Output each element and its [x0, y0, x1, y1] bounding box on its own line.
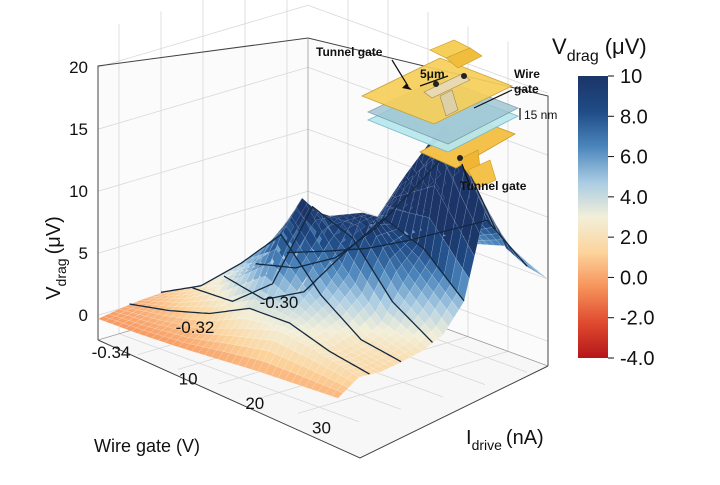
colorbar-tick-label: 0.0: [620, 267, 648, 289]
colorbar-title: Vdrag (μV): [552, 34, 647, 65]
z-tick-label: 10: [69, 182, 88, 201]
y-tick-label: 10: [179, 369, 198, 388]
colorbar-tick-label: 8.0: [620, 106, 648, 128]
z-label-sub: drag: [53, 258, 69, 286]
colorbar-tick-label: 2.0: [620, 227, 648, 249]
z-tick-label: 5: [79, 244, 88, 263]
colorbar: Vdrag (μV) 10 8.0 6.0 4.0 2.0 0.0 -2.0 -4.0: [552, 34, 654, 370]
y-axis-label: Idrive(nA): [466, 427, 544, 453]
z-label-unit: (μV): [43, 216, 65, 254]
colorbar-tick-label: 10: [620, 66, 642, 88]
colorbar-scale: [578, 76, 608, 358]
colorbar-ticks: 10 8.0 6.0 4.0 2.0 0.0 -2.0 -4.0: [608, 66, 654, 370]
x-tick-label: -0.30: [260, 293, 299, 312]
colorbar-title-sub: drag: [567, 48, 599, 65]
z-axis-label: Vdrag (μV): [43, 216, 69, 300]
colorbar-tick-label: -4.0: [620, 348, 654, 370]
inset-label-tunnel-bottom: Tunnel gate: [460, 179, 527, 193]
y-label-unit: (nA): [506, 427, 544, 449]
z-tick-label: 0: [79, 306, 88, 325]
y-tick-label: 20: [245, 394, 264, 413]
z-tick-label: 15: [69, 120, 88, 139]
inset-label-tunnel-top: Tunnel gate: [316, 45, 383, 59]
x-axis-label: Wire gate (V): [94, 436, 200, 456]
colorbar-title-unit: (μV): [605, 34, 647, 59]
colorbar-tick-label: 4.0: [620, 187, 648, 209]
y-tick-label: 30: [312, 418, 331, 437]
colorbar-tick-label: 6.0: [620, 147, 648, 169]
z-label-main: V: [43, 286, 65, 300]
colorbar-title-main: V: [552, 34, 567, 59]
z-tick-label: 20: [69, 58, 88, 77]
colorbar-tick-label: -2.0: [620, 308, 654, 330]
x-tick-label: -0.34: [92, 343, 131, 362]
inset-label-thickness: 15 nm: [524, 108, 557, 122]
y-label-sub: drive: [472, 437, 503, 453]
inset-label-gate: gate: [514, 82, 539, 96]
x-tick-label: -0.32: [176, 318, 215, 337]
inset-label-wire: Wire: [514, 67, 540, 81]
inset-label-scale: 5μm: [420, 67, 445, 81]
